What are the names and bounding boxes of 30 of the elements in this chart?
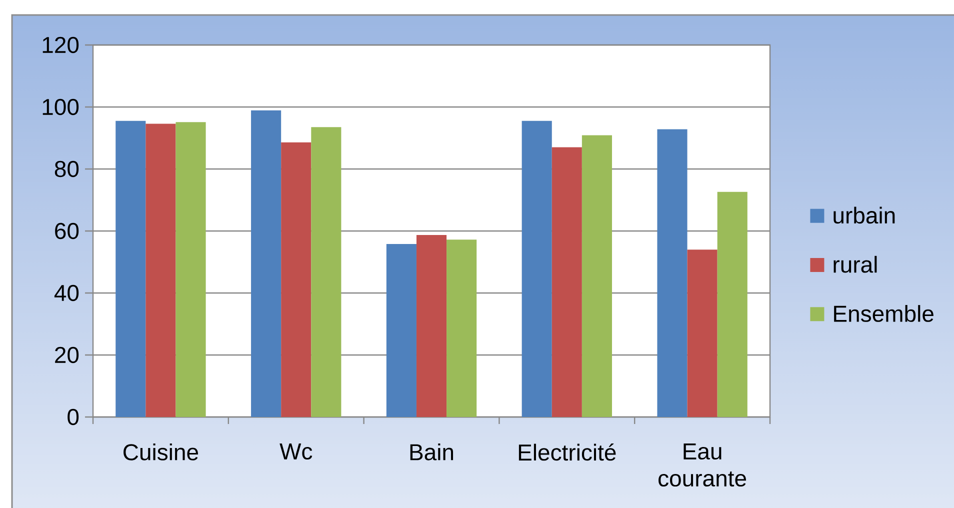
bar [552, 147, 582, 417]
bar [146, 124, 176, 417]
x-tick-label: Eau courante [658, 444, 746, 487]
y-tick-label: 120 [42, 36, 79, 54]
x-tick-label: Cuisine [124, 444, 198, 460]
bar [386, 244, 416, 417]
bar [717, 192, 748, 417]
legend-label: urbain [834, 206, 895, 224]
bar [582, 135, 612, 417]
bar [687, 250, 718, 417]
legend-label: Ensemble [834, 305, 934, 322]
bar [281, 142, 312, 417]
y-tick-label: 20 [55, 346, 79, 364]
bar [311, 127, 342, 417]
bar [522, 120, 552, 417]
y-tick-label: 80 [54, 160, 79, 178]
x-tick-label: Bain [410, 444, 454, 460]
y-tick-label: 0 [68, 408, 79, 426]
y-tick-label: 40 [54, 284, 79, 302]
bar [416, 235, 447, 417]
legend-label: rural [834, 256, 877, 273]
x-tick-label: Wc [280, 444, 312, 460]
bar [657, 129, 688, 417]
bar [446, 240, 477, 417]
y-tick-label: 100 [42, 98, 79, 116]
bar [176, 122, 206, 417]
bar [251, 110, 282, 417]
x-tick-label: Electricité [518, 444, 616, 461]
y-tick-label: 60 [55, 222, 79, 240]
bar [116, 120, 146, 417]
